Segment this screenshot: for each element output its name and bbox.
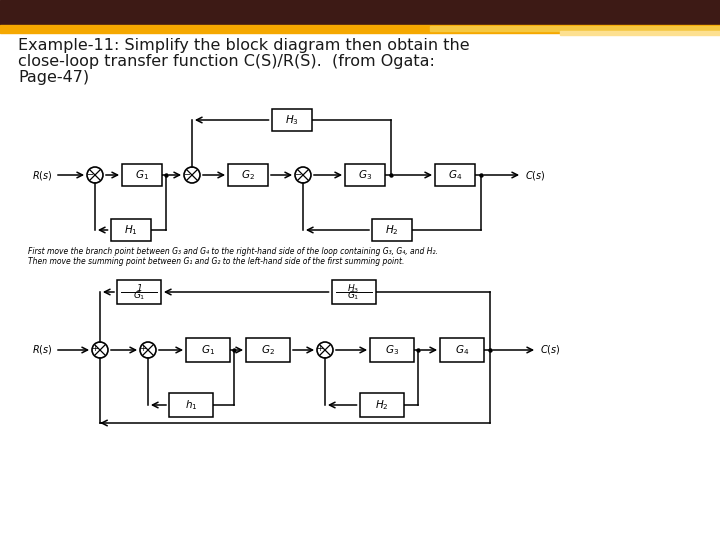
Bar [359, 393, 403, 417]
Bar [246, 338, 290, 362]
Text: 1: 1 [136, 284, 142, 293]
Text: $C(s)$: $C(s)$ [525, 168, 546, 181]
Text: $R(s)$: $R(s)$ [32, 168, 53, 181]
Text: $+$: $+$ [91, 343, 99, 353]
Text: $-$: $-$ [86, 168, 94, 178]
Text: Then move the summing point between G₁ and G₂ to the left-hand side of the first: Then move the summing point between G₁ a… [28, 257, 405, 266]
Text: $+$: $+$ [316, 343, 324, 353]
Bar [122, 164, 162, 186]
Text: $G_4$: $G_4$ [448, 168, 462, 182]
Text: $H_3$: $H_3$ [347, 282, 359, 295]
Text: close-loop transfer function C(S)/R(S).  (from Ogata:: close-loop transfer function C(S)/R(S). … [18, 54, 435, 69]
Text: $C(s)$: $C(s)$ [540, 343, 561, 356]
Text: Example-11: Simplify the block diagram then obtain the: Example-11: Simplify the block diagram t… [18, 38, 469, 53]
Text: $H_1$: $H_1$ [124, 223, 138, 237]
Bar [372, 219, 412, 241]
Text: $G_3$: $G_3$ [358, 168, 372, 182]
Bar [345, 164, 385, 186]
Bar [228, 164, 268, 186]
Text: $H_2$: $H_2$ [385, 223, 399, 237]
Bar [440, 338, 484, 362]
Text: $R(s)$: $R(s)$ [32, 343, 53, 356]
Bar [560, 31, 720, 35]
Text: $G_1$: $G_1$ [132, 289, 145, 302]
Text: $H_2$: $H_2$ [374, 398, 388, 412]
Bar [0, 25, 720, 33]
Text: $-$: $-$ [183, 168, 191, 178]
Bar [331, 280, 376, 304]
Text: $G_2$: $G_2$ [261, 343, 275, 357]
Text: $H_3$: $H_3$ [284, 113, 298, 127]
Bar [0, 0, 720, 25]
Bar [110, 219, 150, 241]
Text: $G_4$: $G_4$ [455, 343, 469, 357]
Text: $G_1$: $G_1$ [201, 343, 215, 357]
Text: $G_1$: $G_1$ [347, 289, 360, 302]
Text: First move the branch point between G₃ and G₄ to the right-hand side of the loop: First move the branch point between G₃ a… [28, 247, 438, 256]
Bar [430, 26, 720, 31]
Text: $G_1$: $G_1$ [135, 168, 149, 182]
Text: $G_2$: $G_2$ [241, 168, 255, 182]
Text: $h_1$: $h_1$ [185, 398, 197, 412]
Bar [186, 338, 230, 362]
Bar [435, 164, 475, 186]
Bar [169, 393, 213, 417]
Text: Page-47): Page-47) [18, 70, 89, 85]
Text: $-$: $-$ [294, 168, 302, 178]
Text: $G_3$: $G_3$ [385, 343, 399, 357]
Bar [271, 109, 312, 131]
Bar [117, 280, 161, 304]
Text: $+$: $+$ [139, 343, 147, 353]
Bar [370, 338, 414, 362]
